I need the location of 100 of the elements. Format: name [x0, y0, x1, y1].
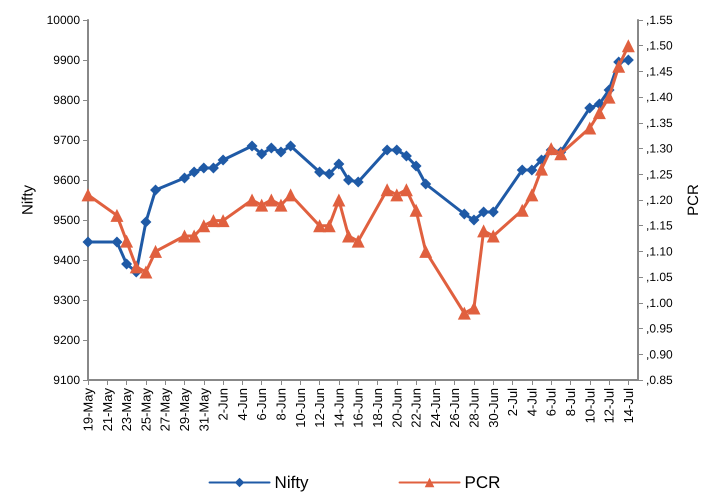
- y2-tick-label: ,1.25: [646, 167, 674, 182]
- point: [275, 146, 286, 158]
- y2-tick-label: ,0.90: [646, 347, 674, 362]
- point: [140, 216, 152, 228]
- point: [324, 168, 335, 180]
- y-tick-label: 9700: [53, 133, 80, 147]
- point: [420, 178, 432, 190]
- point: [478, 206, 490, 218]
- y2-tick-label: ,1.20: [646, 193, 674, 207]
- point: [255, 198, 268, 212]
- point: [382, 144, 393, 156]
- point: [390, 188, 404, 202]
- point: [352, 176, 364, 188]
- y2-tick-label: ,1.35: [646, 116, 674, 130]
- point: [477, 224, 490, 238]
- y-tick-label: 9200: [53, 333, 80, 347]
- point: [419, 244, 432, 258]
- point: [266, 142, 277, 154]
- point: [110, 208, 124, 222]
- legend-label: Nifty: [274, 473, 310, 492]
- x-tick-label: 28-Jun: [466, 388, 482, 428]
- point: [178, 172, 190, 184]
- y-tick-label: 9100: [53, 373, 80, 387]
- y2-tick-label: ,1.45: [646, 64, 674, 78]
- y2-tick-label: ,1.40: [646, 90, 674, 104]
- x-tick-label: 30-Jun: [486, 388, 501, 428]
- point: [516, 204, 529, 217]
- y2-tick-label: ,1.30: [646, 142, 674, 156]
- point: [218, 154, 229, 166]
- point: [342, 230, 356, 242]
- y2-tick-label: ,1.55: [646, 13, 674, 27]
- point: [458, 208, 470, 220]
- point: [400, 150, 412, 162]
- point: [380, 183, 394, 196]
- x-tick-label: 20-Jun: [389, 388, 404, 428]
- point: [602, 90, 616, 104]
- x-tick-label: 2-Jun: [216, 388, 231, 421]
- point: [264, 194, 278, 206]
- point: [284, 188, 298, 202]
- y2-tick-label: ,1.10: [646, 244, 674, 258]
- point: [622, 39, 635, 52]
- x-tick-label: 31-May: [196, 388, 212, 432]
- y-tick-label: 10000: [46, 13, 80, 27]
- y-tick-label: 9800: [53, 93, 80, 107]
- point: [149, 244, 162, 258]
- y2-axis-title: PCR: [685, 184, 702, 216]
- y2-tick-label: ,0.95: [646, 322, 674, 336]
- point: [121, 258, 132, 270]
- point: [467, 302, 480, 314]
- point: [554, 147, 568, 160]
- x-tick-label: 25-May: [138, 388, 154, 432]
- point: [332, 194, 346, 206]
- point: [622, 54, 634, 66]
- point: [592, 106, 606, 120]
- y2-tick-label: ,1.05: [646, 270, 674, 284]
- x-tick-label: 14-Jul: [620, 388, 636, 424]
- point: [343, 174, 354, 186]
- y2-tick-label: ,1.00: [646, 296, 674, 310]
- y-tick-label: 9400: [53, 253, 80, 267]
- point: [468, 214, 480, 226]
- point: [216, 214, 230, 228]
- point: [285, 140, 296, 152]
- point: [130, 260, 143, 274]
- point: [313, 219, 326, 232]
- point: [120, 234, 134, 248]
- x-tick-label: 16-Jun: [350, 388, 366, 428]
- point: [314, 166, 326, 178]
- x-tick-label: 6-Jun: [254, 388, 270, 421]
- point: [488, 206, 499, 218]
- point: [197, 219, 210, 232]
- point: [526, 164, 538, 176]
- x-tick-label: 10-Jun: [292, 388, 308, 428]
- point: [198, 162, 210, 174]
- point: [486, 230, 500, 242]
- x-tick-label: 4-Jul: [524, 388, 540, 416]
- x-tick-label: 2-Jul: [505, 388, 520, 416]
- x-tick-label: 8-Jul: [562, 388, 578, 416]
- point: [458, 306, 471, 320]
- x-tick-label: 29-May: [176, 388, 192, 432]
- x-tick-label: 6-Jul: [544, 388, 559, 416]
- x-tick-label: 22-Jun: [408, 388, 424, 428]
- x-tick-label: 12-Jul: [602, 388, 617, 424]
- point: [535, 162, 548, 176]
- y-tick-label: 9600: [53, 173, 80, 187]
- y2-tick-label: ,1.15: [646, 218, 674, 233]
- point: [139, 266, 152, 278]
- x-tick-label: 27-May: [158, 388, 173, 432]
- y2-tick-label: ,0.85: [646, 373, 674, 387]
- point: [82, 188, 94, 202]
- point: [544, 142, 558, 156]
- legend-label: PCR: [464, 473, 500, 492]
- point: [246, 140, 258, 152]
- point: [274, 198, 288, 212]
- point: [150, 184, 162, 196]
- point: [322, 219, 336, 232]
- point: [525, 188, 538, 202]
- x-tick-label: 23-May: [119, 388, 134, 432]
- point: [188, 230, 201, 242]
- x-tick-label: 26-Jun: [447, 388, 462, 428]
- x-tick-label: 8-Jun: [273, 388, 288, 421]
